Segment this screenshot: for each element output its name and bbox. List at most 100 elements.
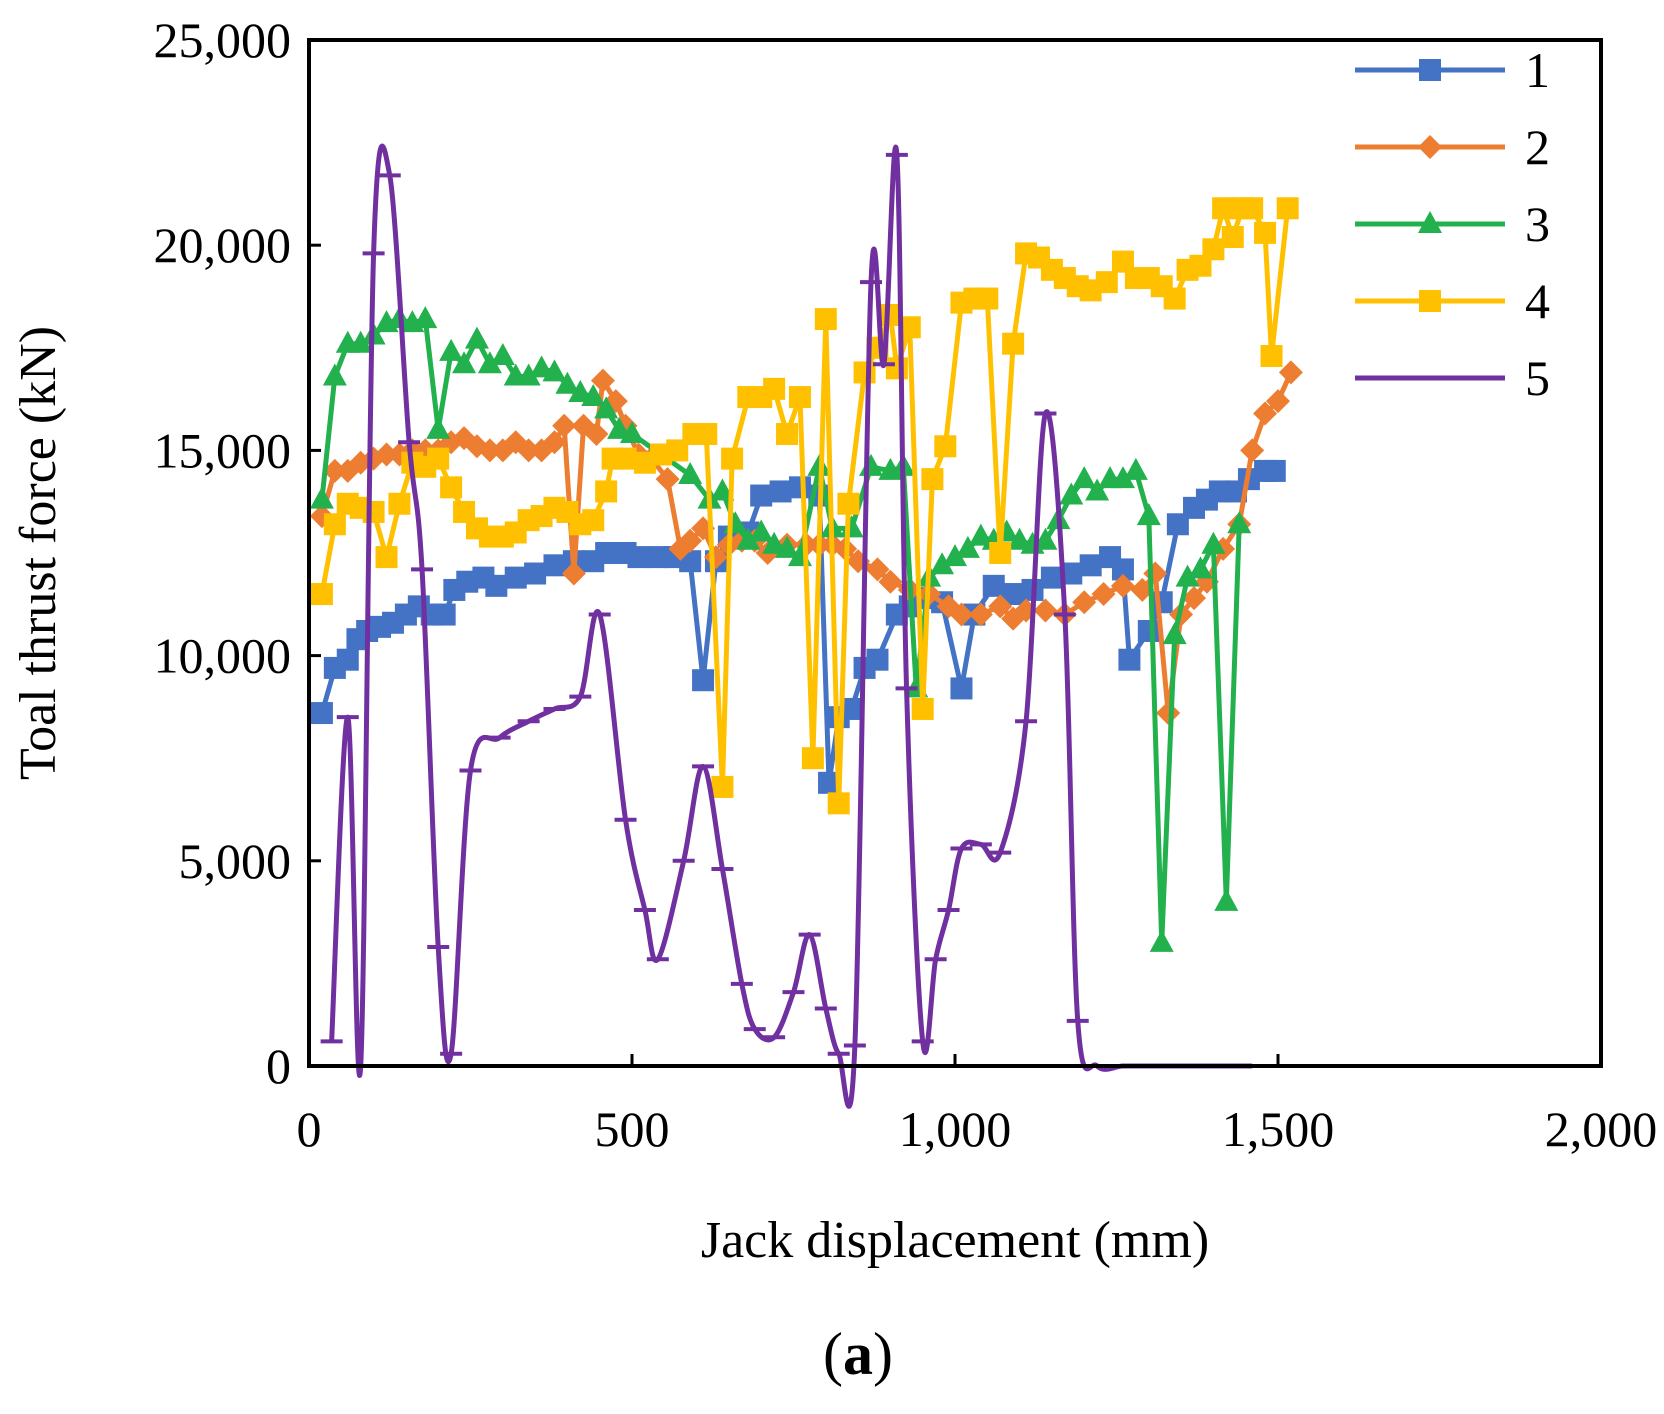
data-point <box>348 330 373 353</box>
data-point <box>1110 466 1135 489</box>
data-point <box>1111 558 1134 581</box>
data-point <box>775 535 800 558</box>
data-point <box>552 413 577 438</box>
data-point <box>762 531 787 554</box>
data-point <box>840 697 863 720</box>
data-point <box>568 379 593 402</box>
data-point <box>982 574 1005 597</box>
data-point <box>1163 287 1186 310</box>
panel-label: (a) <box>823 1321 893 1387</box>
data-point <box>695 422 718 445</box>
data-point <box>310 583 333 606</box>
data-point <box>1137 619 1160 642</box>
data-point <box>801 747 824 770</box>
data-point <box>581 384 606 407</box>
data-point <box>309 486 334 509</box>
data-point <box>1276 197 1299 220</box>
y-tick-label: 25,000 <box>154 12 292 68</box>
data-point <box>1059 482 1084 505</box>
data-point <box>788 386 811 409</box>
data-point <box>627 546 650 569</box>
data-point <box>776 422 799 445</box>
panel-label-close: ) <box>873 1321 893 1387</box>
data-point <box>678 528 703 553</box>
y-tick-label: 10,000 <box>154 628 292 684</box>
data-point <box>710 478 735 501</box>
series-5 <box>320 143 1264 1109</box>
x-tick-label: 0 <box>297 1101 322 1157</box>
data-point <box>878 569 903 594</box>
data-point <box>1253 401 1278 426</box>
data-point <box>911 697 934 720</box>
data-point <box>721 447 744 470</box>
data-point <box>1091 582 1116 607</box>
data-point <box>1033 527 1058 550</box>
data-point <box>440 476 463 499</box>
data-point <box>582 509 605 532</box>
data-point <box>885 357 908 380</box>
data-point <box>1419 59 1441 81</box>
data-point <box>388 492 411 515</box>
data-point <box>1060 562 1083 585</box>
data-point <box>322 363 347 386</box>
data-point <box>1110 573 1135 598</box>
data-point <box>477 438 502 463</box>
data-point <box>1085 478 1110 501</box>
data-point <box>818 771 841 794</box>
data-point <box>1040 566 1063 589</box>
series-line <box>329 143 1253 1109</box>
data-point <box>614 447 637 470</box>
data-point <box>322 458 347 483</box>
data-point <box>1212 197 1235 220</box>
data-point <box>655 467 680 492</box>
data-point <box>943 544 967 567</box>
data-point <box>1227 511 1252 534</box>
data-point <box>968 602 993 627</box>
data-point <box>1033 598 1058 623</box>
data-point <box>769 480 792 503</box>
series-layer <box>309 143 1303 1109</box>
data-point <box>763 377 786 400</box>
data-point <box>595 542 618 564</box>
data-point <box>485 574 508 597</box>
data-point <box>590 368 615 393</box>
data-point <box>607 416 632 439</box>
data-point <box>516 438 541 463</box>
data-point <box>930 552 955 575</box>
legend-label: 4 <box>1525 273 1550 329</box>
data-point <box>1149 929 1174 952</box>
data-point <box>1254 221 1277 244</box>
data-point <box>678 462 703 485</box>
data-point <box>1182 586 1207 611</box>
data-point <box>620 420 644 443</box>
data-point <box>921 468 944 491</box>
data-point <box>1221 225 1244 248</box>
x-axis-title: Jack displacement (mm) <box>701 1212 1209 1269</box>
data-point <box>543 554 566 577</box>
y-tick-label: 15,000 <box>154 422 292 478</box>
data-point <box>788 476 811 499</box>
legend-item-2: 2 <box>1355 119 1550 175</box>
data-point <box>949 602 974 627</box>
data-point <box>524 562 547 585</box>
data-point <box>827 792 850 815</box>
data-point <box>1214 888 1239 911</box>
data-point <box>310 702 333 725</box>
data-point <box>426 416 451 439</box>
x-tick-label: 1,500 <box>1222 1101 1335 1157</box>
data-point <box>898 316 921 339</box>
data-point <box>490 343 515 366</box>
data-point <box>1156 701 1181 726</box>
tick-layer: 0 500 1,000 1,500 2,000 0 5,000 10,000 15,000 20,… <box>154 12 1658 1157</box>
y-tick-label: 5,000 <box>179 833 292 889</box>
data-point <box>955 535 980 558</box>
data-point <box>427 447 450 470</box>
data-point <box>1072 466 1097 489</box>
data-point <box>516 363 541 386</box>
data-point <box>988 594 1013 619</box>
data-point <box>504 566 527 589</box>
data-point <box>1002 583 1025 606</box>
data-point <box>374 442 399 467</box>
data-point <box>542 430 567 455</box>
data-point <box>595 480 618 503</box>
